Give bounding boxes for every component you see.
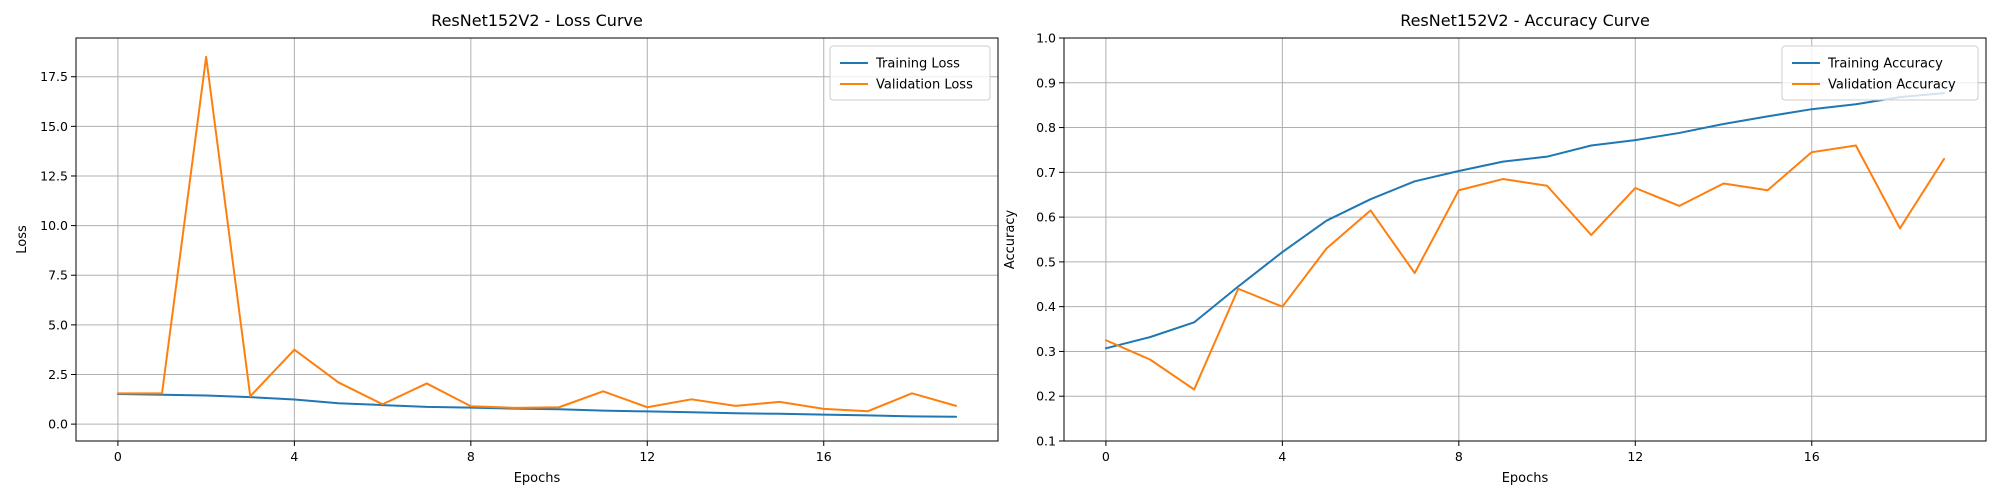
legend-label: Training Accuracy bbox=[1827, 57, 1943, 72]
series-line-validation-loss bbox=[116, 55, 958, 413]
x-tick-label: 0 bbox=[1102, 449, 1110, 464]
y-axis-label: Loss bbox=[15, 225, 30, 254]
y-tick-label: 0.5 bbox=[1036, 254, 1056, 269]
legend: Training Accuracy Validation Accuracy bbox=[1781, 45, 1979, 101]
y-tick-label: 0.9 bbox=[1036, 75, 1056, 90]
chart-title: ResNet152V2 - Loss Curve bbox=[431, 11, 643, 30]
x-tick-label: 0 bbox=[114, 449, 122, 464]
x-tick-label: 16 bbox=[1804, 449, 1820, 464]
y-tick-label: 0.2 bbox=[1036, 389, 1056, 404]
y-tick-label: 0.7 bbox=[1036, 165, 1056, 180]
x-tick-label: 4 bbox=[290, 449, 298, 464]
y-tick-label: 2.5 bbox=[48, 367, 68, 382]
y-tick-label: 15.0 bbox=[40, 119, 68, 134]
legend-label: Training Loss bbox=[875, 57, 960, 72]
y-tick-label: 1.0 bbox=[1036, 31, 1056, 46]
chart-0: 0 4 8 12 16 0.0 2.5 5.0 7.5 10.0 12.5 15.0 17.5 ResNe… bbox=[15, 11, 999, 486]
y-tick-label: 0.8 bbox=[1036, 120, 1056, 135]
chart-1: 0 4 8 12 16 0.1 0.2 0.3 0.4 0.5 0.6 0.7 0.8 0.9 1.0 Res… bbox=[1003, 11, 1987, 486]
chart-title: ResNet152V2 - Accuracy Curve bbox=[1400, 11, 1650, 30]
plot-frame bbox=[1063, 37, 1987, 442]
legend-label: Validation Loss bbox=[876, 78, 973, 93]
x-tick-label: 12 bbox=[639, 449, 655, 464]
series-line-training-loss bbox=[116, 392, 958, 418]
x-tick-label: 8 bbox=[467, 449, 475, 464]
y-axis-label: Accuracy bbox=[1003, 210, 1018, 270]
y-tick-label: 0.4 bbox=[1036, 299, 1056, 314]
x-tick-label: 8 bbox=[1455, 449, 1463, 464]
legend-label: Validation Accuracy bbox=[1828, 78, 1956, 93]
legend-box bbox=[829, 45, 991, 101]
y-tick-label: 5.0 bbox=[48, 317, 68, 332]
y-tick-label: 12.5 bbox=[40, 168, 68, 183]
x-tick-label: 16 bbox=[816, 449, 832, 464]
y-tick-label: 0.0 bbox=[48, 417, 68, 432]
series-line-training-accuracy bbox=[1104, 92, 1946, 350]
y-tick-label: 0.1 bbox=[1036, 434, 1056, 449]
legend: Training Loss Validation Loss bbox=[829, 45, 991, 101]
plot-frame bbox=[75, 37, 999, 442]
y-tick-label: 10.0 bbox=[40, 218, 68, 233]
y-tick-label: 0.6 bbox=[1036, 210, 1056, 225]
y-tick-label: 7.5 bbox=[48, 268, 68, 283]
x-axis-label: Epochs bbox=[514, 471, 561, 486]
series-line-validation-accuracy bbox=[1104, 144, 1946, 391]
y-tick-label: 0.3 bbox=[1036, 344, 1056, 359]
y-tick-label: 17.5 bbox=[40, 69, 68, 84]
x-axis-label: Epochs bbox=[1502, 471, 1549, 486]
legend-box bbox=[1781, 45, 1979, 101]
x-tick-label: 12 bbox=[1627, 449, 1643, 464]
x-tick-label: 4 bbox=[1278, 449, 1286, 464]
